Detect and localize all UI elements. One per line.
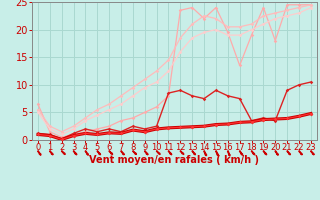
X-axis label: Vent moyen/en rafales ( km/h ): Vent moyen/en rafales ( km/h ) [89, 155, 260, 165]
